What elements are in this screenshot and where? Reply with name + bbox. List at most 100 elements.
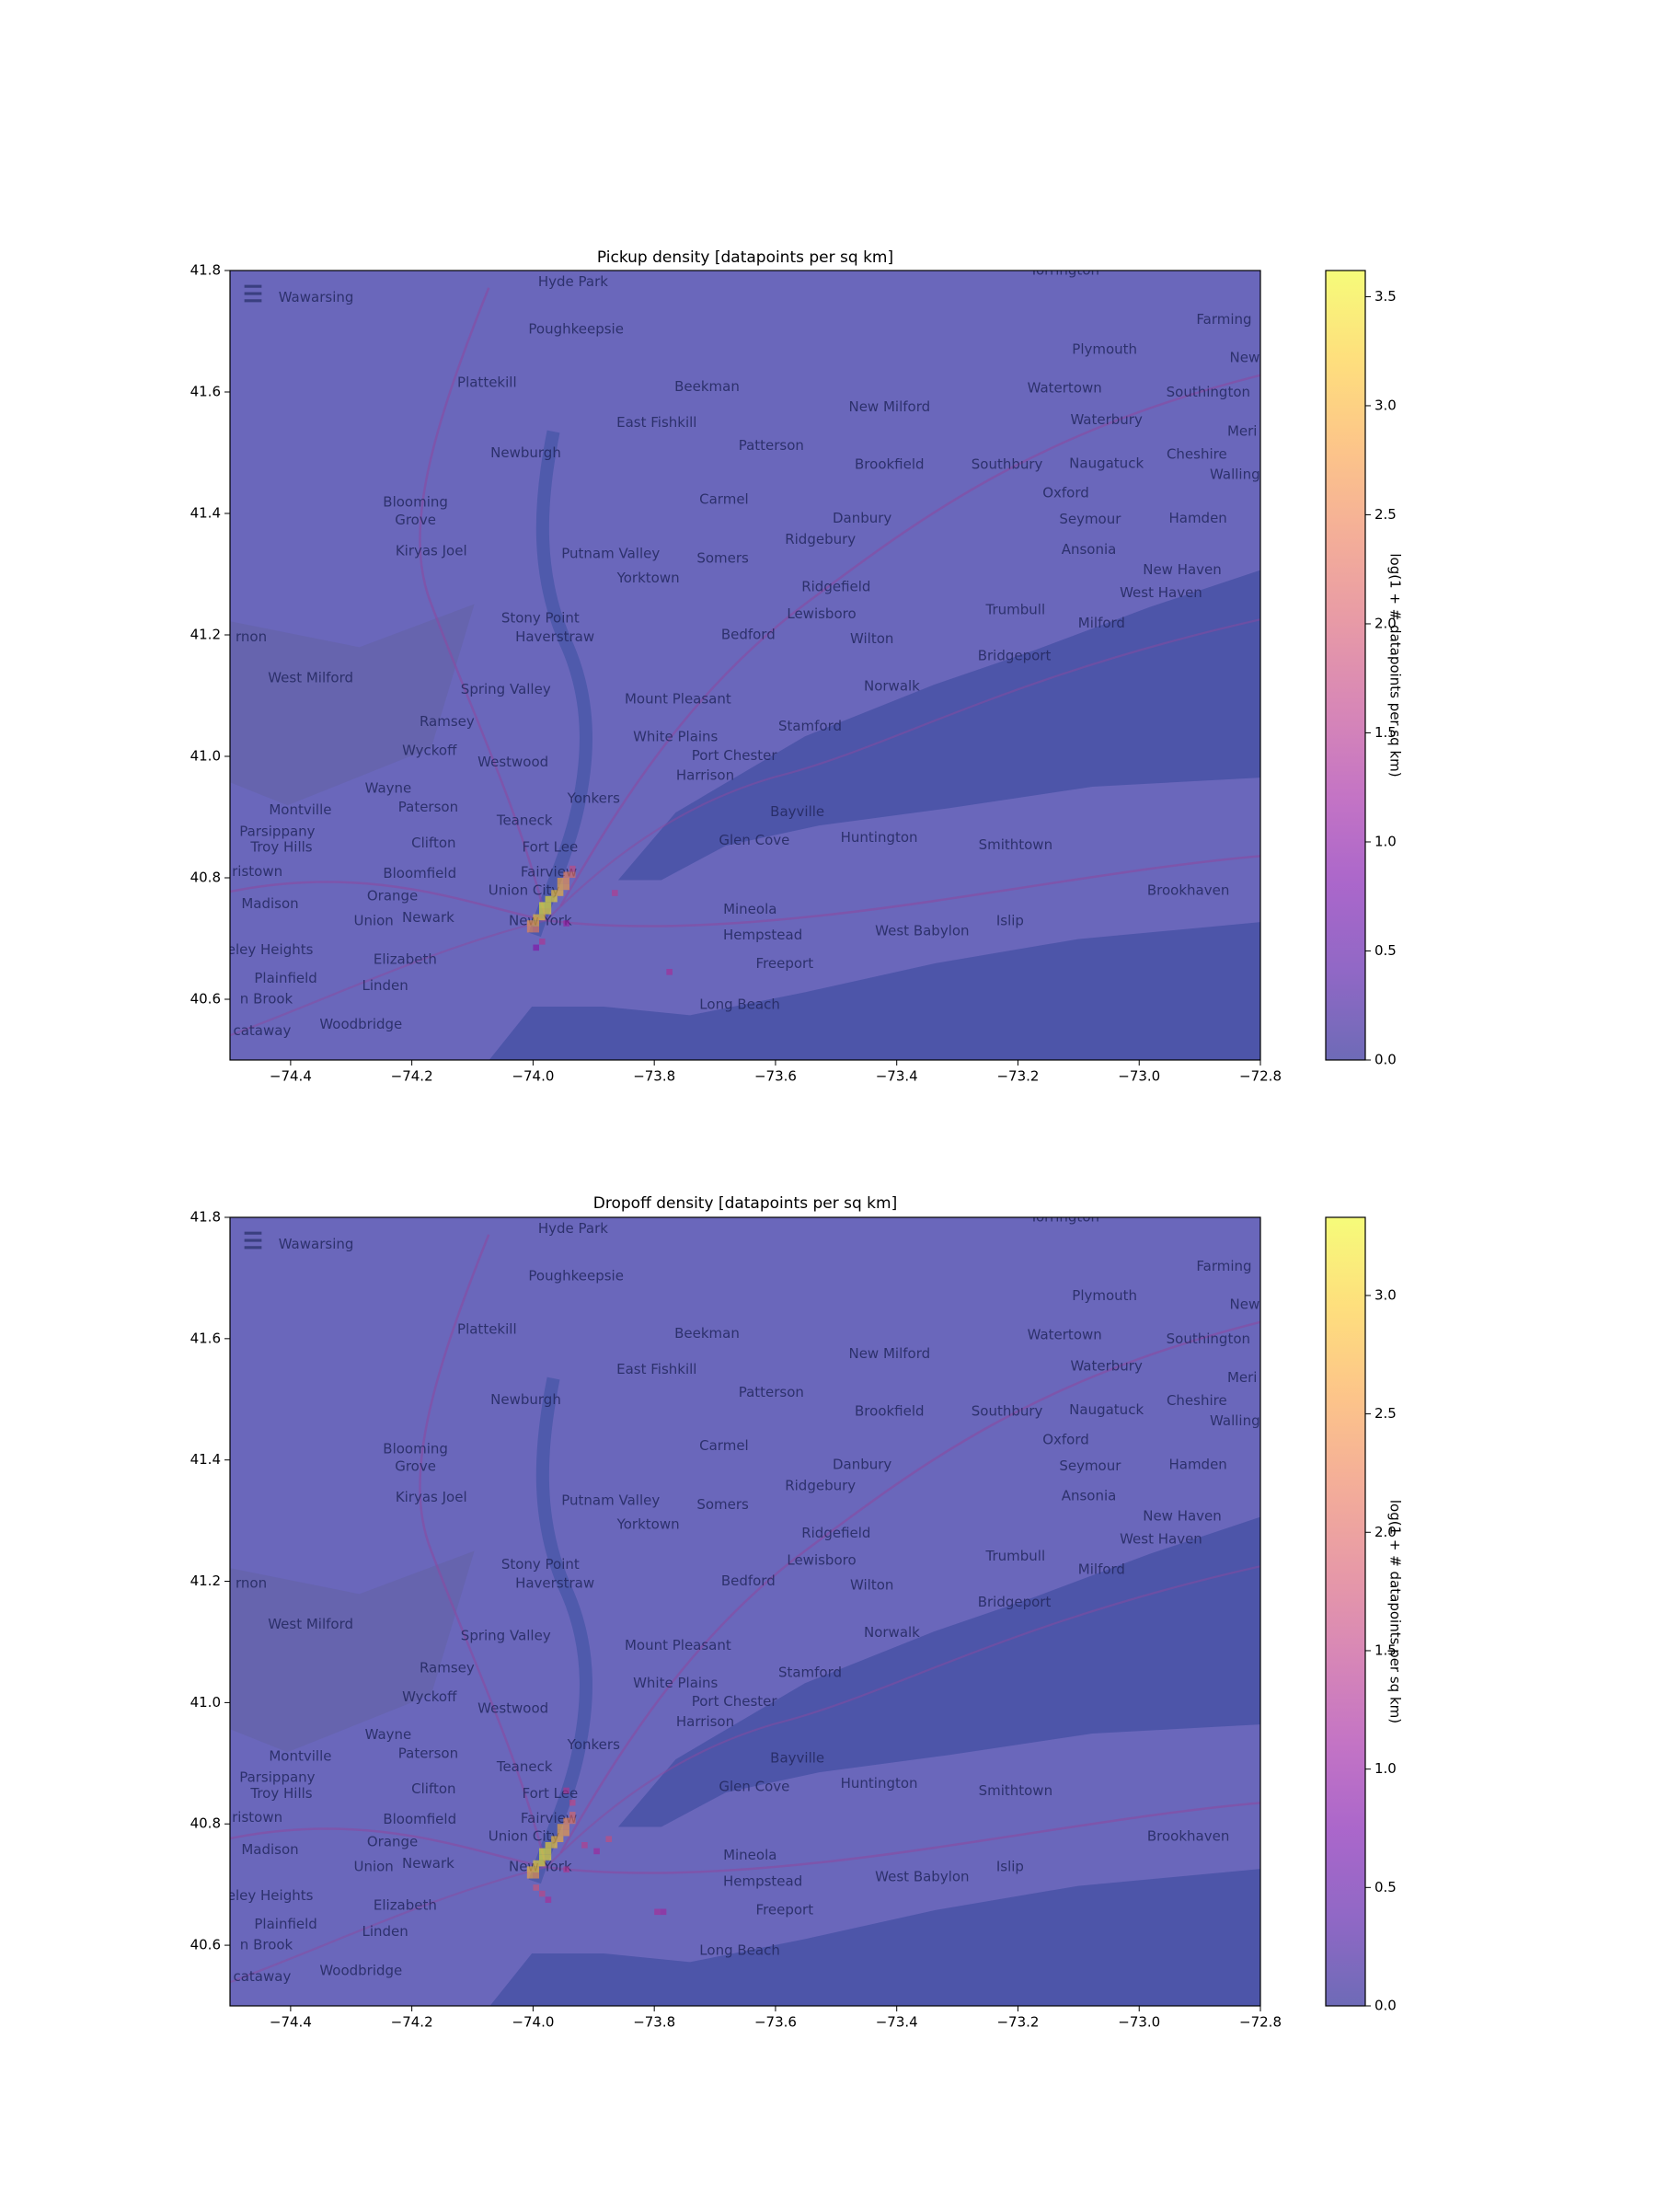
place-label: Wayne: [365, 1726, 412, 1743]
place-label: Stamford: [778, 1665, 842, 1681]
place-label: Glen Cove: [719, 1779, 789, 1795]
place-label: Southington: [1167, 1331, 1250, 1347]
place-label: Brookfield: [855, 1402, 925, 1419]
chart-panel: Pickup density [datapoints per sq km]Waw…: [190, 248, 1404, 1085]
place-label: Port Chester: [692, 1693, 778, 1710]
place-label: Poughkeepsie: [528, 321, 624, 338]
place-label: Paterson: [398, 799, 458, 815]
place-label: Fort Lee: [523, 1785, 579, 1802]
place-label: Yorktown: [616, 1516, 680, 1533]
x-tick-label: −73.2: [996, 2014, 1039, 2031]
plot-area: Wawarsing Hyde Park Torrington Farming Pough…: [230, 271, 1279, 1079]
place-label: Putnam Valley: [561, 1492, 660, 1508]
place-label: New: [1230, 350, 1260, 366]
heat-cell: [563, 920, 569, 927]
place-label: Newark: [402, 1855, 454, 1872]
x-tick-label: −72.8: [1239, 1068, 1282, 1085]
heat-cell: [526, 1872, 534, 1879]
place-label: New Milford: [848, 398, 930, 415]
place-label: Freeport: [756, 1901, 814, 1918]
heat-cell: [557, 1829, 564, 1837]
heat-cell: [569, 865, 576, 872]
place-label: Newark: [402, 909, 454, 926]
place-label: Hamden: [1168, 510, 1226, 526]
x-tick-label: −74.0: [512, 2014, 554, 2031]
place-label: Southington: [1167, 384, 1250, 400]
place-label: Madison: [241, 1841, 298, 1858]
place-label: Wayne: [365, 779, 412, 796]
heat-cell: [551, 890, 558, 896]
place-label: Trumbull: [985, 1548, 1046, 1564]
colorbar-tick-label: 1.5: [1374, 724, 1397, 741]
heat-cell: [557, 1824, 564, 1830]
place-label: Milford: [1078, 1561, 1125, 1578]
place-label: White Plains: [633, 1675, 718, 1691]
axes-frame: [229, 270, 1261, 1061]
y-tick-label: 41.6: [190, 384, 221, 400]
place-label: Ansonia: [1062, 1488, 1117, 1504]
place-label: Ramsey: [420, 713, 475, 730]
place-label: Bloomfield: [383, 1811, 456, 1827]
place-label: Plymouth: [1072, 340, 1137, 357]
place-label: Orange: [367, 1834, 418, 1850]
heat-cell: [569, 1799, 576, 1806]
place-label: Poughkeepsie: [528, 1267, 624, 1284]
heat-cell: [533, 1884, 539, 1891]
place-label: Smithtown: [979, 836, 1053, 853]
place-label: Watertown: [1028, 380, 1102, 397]
place-label: Naugatuck: [1069, 455, 1144, 471]
place-label: Beekman: [674, 378, 740, 395]
place-label: Wyckoff: [402, 1688, 457, 1705]
place-label: Brookfield: [855, 456, 925, 473]
heat-cell: [545, 1848, 552, 1855]
heat-cell: [593, 1848, 600, 1855]
place-label: Blooming: [383, 1440, 448, 1457]
heat-cell: [539, 939, 546, 945]
heat-cell: [557, 890, 564, 896]
x-tick-label: −73.2: [996, 1068, 1039, 1085]
place-label: Norwalk: [864, 1624, 920, 1641]
heat-cell: [539, 1854, 546, 1861]
heat-cell: [605, 1836, 613, 1843]
place-label: Linden: [362, 977, 408, 994]
heat-cell: [612, 890, 618, 896]
place-label: n Brook: [240, 991, 293, 1008]
x-tick-label: −73.4: [876, 2014, 918, 2031]
place-label: Lewisboro: [787, 605, 856, 622]
place-label: Hyde Park: [538, 1220, 608, 1237]
heat-cell: [539, 914, 546, 921]
x-tick-label: −73.8: [633, 2014, 675, 2031]
place-label: Bloomfield: [383, 865, 456, 881]
colorbar-tick-label: 3.5: [1374, 288, 1397, 305]
place-label: Waterbury: [1070, 1358, 1143, 1375]
place-label: Watertown: [1028, 1326, 1102, 1342]
colorbar-label: log(1 + # datapoints per sq km): [1387, 1500, 1404, 1723]
place-label: Elizabeth: [374, 1897, 437, 1914]
heat-cell: [533, 920, 539, 927]
place-label: Somers: [696, 549, 749, 566]
heat-cell: [533, 926, 539, 933]
heat-cell: [545, 1854, 552, 1861]
place-label: West Babylon: [875, 923, 969, 939]
place-label: Teaneck: [496, 812, 553, 828]
place-label: Port Chester: [692, 747, 778, 764]
place-label: Montville: [269, 1748, 331, 1765]
place-label: Lewisboro: [787, 1552, 856, 1569]
place-label: Bedford: [721, 627, 776, 643]
x-tick-label: −74.0: [512, 1068, 554, 1085]
place-label: Bayville: [770, 1750, 824, 1767]
heat-cell: [545, 1896, 552, 1903]
place-label: Meri: [1227, 1369, 1258, 1386]
place-label: Wilton: [850, 630, 893, 647]
place-label: Ansonia: [1062, 541, 1117, 558]
place-label: Fort Lee: [523, 839, 579, 856]
y-tick-label: 41.4: [190, 505, 221, 522]
place-label: Parsippany: [239, 823, 315, 839]
heat-cell: [581, 1842, 588, 1849]
place-label: Westwood: [477, 1699, 548, 1716]
heat-cell: [533, 914, 539, 921]
colorbar-tick-label: 0.0: [1374, 1998, 1397, 2014]
place-label: Bridgeport: [978, 1594, 1052, 1610]
colorbar-tick-label: 1.0: [1374, 1760, 1397, 1777]
plot-area: Wawarsing Hyde Park Torrington Farming Pough…: [230, 1217, 1279, 2026]
